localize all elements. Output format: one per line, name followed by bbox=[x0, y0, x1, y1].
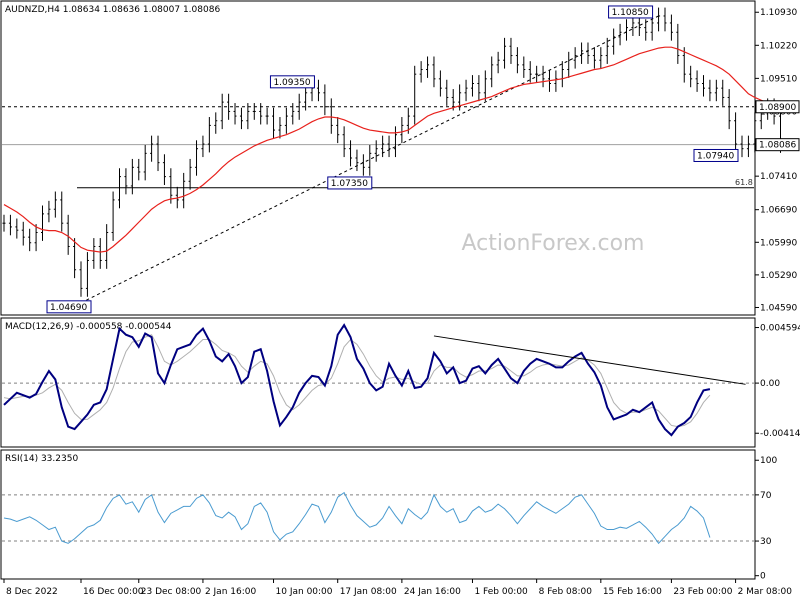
macd-panel-frame bbox=[0, 317, 756, 448]
price-layer: 1.109301.102201.095101.088001.074101.066… bbox=[2, 5, 800, 314]
annotation-box bbox=[46, 300, 92, 314]
price-panel-frame bbox=[0, 0, 756, 316]
fib-label: 61.8 bbox=[735, 178, 753, 187]
macd-signal-line bbox=[3, 334, 711, 428]
annotation-box bbox=[269, 75, 315, 89]
x-tick-label: 8 Feb 08:00 bbox=[539, 587, 593, 597]
rsi-y-tick-label: 70 bbox=[760, 491, 772, 501]
rsi-y-tick-label: 30 bbox=[760, 537, 772, 547]
rsi-line bbox=[3, 491, 711, 545]
price-y-tick-label: 1.05290 bbox=[760, 271, 797, 281]
macd-trendline bbox=[433, 335, 746, 385]
resistance-tag-box bbox=[755, 100, 800, 114]
x-tick-label: 16 Dec 00:00 bbox=[83, 587, 144, 597]
annotation-label: 1.10850 bbox=[612, 8, 649, 18]
x-tick-label: 2 Jan 16:00 bbox=[205, 587, 257, 597]
price-y-tick-label: 1.05990 bbox=[760, 238, 797, 248]
annotation-box bbox=[693, 148, 739, 162]
x-tick-label: 8 Dec 2022 bbox=[6, 587, 58, 597]
price-y-tick-label: 1.07410 bbox=[760, 172, 797, 182]
macd-header: MACD(12,26,9) -0.000558 -0.000544 bbox=[5, 322, 172, 332]
watermark: ActionForex.com bbox=[462, 231, 645, 256]
macd-layer: 0.004594 0.00 -0.004145 bbox=[2, 323, 800, 439]
rsi-panel-frame bbox=[0, 449, 756, 580]
current-price-tag: 1.08086 bbox=[759, 141, 796, 151]
x-tick-label: 23 Feb 00:00 bbox=[673, 587, 732, 597]
price-y-tick-label: 1.04590 bbox=[760, 303, 797, 313]
current-price-tag-box bbox=[755, 138, 800, 152]
macd-y-tick-label: -0.004145 bbox=[760, 429, 800, 439]
price-y-tick-label: 1.09510 bbox=[760, 74, 797, 84]
moving-average-line bbox=[3, 46, 781, 253]
annotation-label: 1.07940 bbox=[697, 151, 734, 161]
x-tick-label: 10 Jan 00:00 bbox=[276, 587, 333, 597]
annotation-label: 1.07350 bbox=[331, 179, 368, 189]
macd-line bbox=[3, 323, 711, 437]
price-header: AUDNZD,H4 1.08634 1.08636 1.08007 1.0808… bbox=[5, 5, 220, 15]
x-tick-label: 1 Feb 00:00 bbox=[474, 587, 528, 597]
rsi-layer: 100 70 30 0 bbox=[2, 456, 777, 582]
annotation-box bbox=[608, 5, 654, 19]
rsi-y-tick-label: 100 bbox=[760, 456, 777, 466]
x-tick-label: 2 Mar 08:00 bbox=[738, 587, 793, 597]
annotation-label: 1.04690 bbox=[50, 303, 87, 313]
annotation-box bbox=[327, 176, 373, 190]
resistance-tag: 1.08900 bbox=[759, 103, 796, 113]
price-y-tick-label: 1.10930 bbox=[760, 8, 797, 18]
rsi-y-tick-label: 0 bbox=[760, 572, 766, 582]
x-tick-label: 23 Dec 08:00 bbox=[141, 587, 202, 597]
x-tick-label: 24 Jan 16:00 bbox=[404, 587, 461, 597]
price-y-tick-label: 1.10220 bbox=[760, 41, 797, 51]
macd-y-tick-label: 0.004594 bbox=[760, 324, 800, 334]
price-y-tick-label: 1.06690 bbox=[760, 206, 797, 216]
x-tick-label: 17 Jan 08:00 bbox=[340, 587, 397, 597]
rsi-header: RSI(14) 33.2350 bbox=[5, 454, 78, 464]
macd-y-tick-label: 0.00 bbox=[760, 379, 780, 389]
x-tick-label: 15 Feb 16:00 bbox=[603, 587, 662, 597]
annotation-label: 1.09350 bbox=[273, 78, 310, 88]
